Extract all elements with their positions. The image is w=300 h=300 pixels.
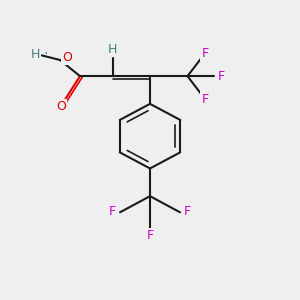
Text: ·: · <box>44 47 48 61</box>
Text: H: H <box>30 48 40 61</box>
Text: F: F <box>201 93 208 106</box>
Text: F: F <box>109 205 116 218</box>
Text: F: F <box>201 46 208 60</box>
Text: H: H <box>108 43 117 56</box>
Text: O: O <box>63 51 72 64</box>
Text: H: H <box>30 48 40 61</box>
Text: F: F <box>184 205 191 218</box>
Text: F: F <box>218 70 225 83</box>
Text: F: F <box>146 229 154 242</box>
Text: O: O <box>56 100 66 113</box>
